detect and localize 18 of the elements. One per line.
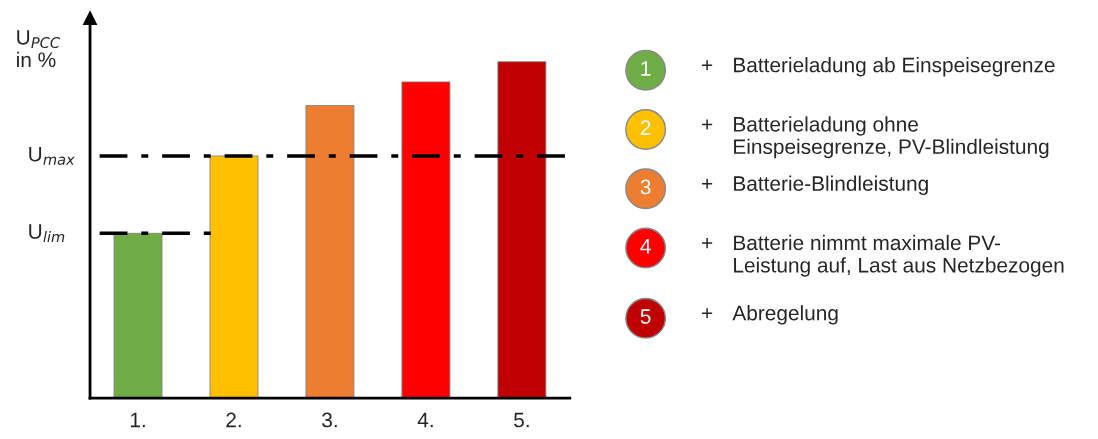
- legend-label: + Batterie-Blindleistung: [702, 175, 928, 196]
- ref-line-label: U$_{max}$: [29, 146, 75, 165]
- x-tick-label: 2.: [226, 412, 241, 428]
- x-tick-label: 5.: [514, 412, 529, 428]
- legend-label: + Batterieladung ohne Einspeisegrenze, PV-Blindleistung: [702, 116, 1049, 159]
- text: 1: [641, 61, 651, 76]
- text: 2: [640, 120, 651, 135]
- x-tick-label: 4.: [417, 412, 433, 428]
- x-tick-label: 1.: [130, 412, 145, 428]
- text: 5: [640, 309, 651, 324]
- legend-label: + Batterieladung ab Einspeisegrenze: [702, 57, 1055, 77]
- text: 3: [640, 179, 651, 195]
- legend-label: + Abregelung: [702, 305, 838, 325]
- legend-label: + Batterie nimmt maximale PV- Leistung auf, Last aus Netzbezogen: [702, 234, 1064, 277]
- ref-line-label: U$_{lim}$: [29, 224, 65, 243]
- y-axis-title: U$_{PCC}$ in %: [17, 30, 61, 68]
- text: 4: [640, 239, 651, 254]
- x-tick-label: 3.: [322, 412, 337, 428]
